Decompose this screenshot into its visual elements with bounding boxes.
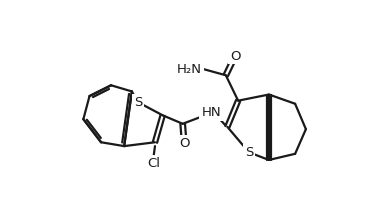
Text: O: O [179, 137, 189, 150]
Text: O: O [230, 50, 240, 62]
Text: HN: HN [201, 107, 221, 120]
Text: S: S [245, 146, 253, 159]
Text: Cl: Cl [147, 157, 160, 170]
Text: H₂N: H₂N [177, 63, 202, 76]
Text: S: S [134, 96, 142, 109]
